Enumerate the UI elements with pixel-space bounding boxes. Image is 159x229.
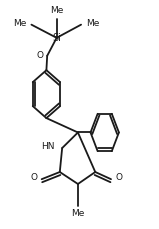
Text: Me: Me	[13, 19, 27, 28]
Text: O: O	[36, 51, 43, 60]
Text: HN: HN	[41, 142, 55, 151]
Text: O: O	[30, 174, 37, 183]
Text: Si: Si	[52, 33, 61, 43]
Text: Me: Me	[71, 209, 85, 218]
Text: Me: Me	[50, 6, 63, 15]
Text: Me: Me	[86, 19, 99, 28]
Text: O: O	[115, 174, 122, 183]
